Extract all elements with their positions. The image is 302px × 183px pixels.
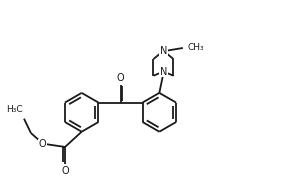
Text: H₃C: H₃C bbox=[6, 105, 23, 114]
Text: O: O bbox=[39, 139, 46, 149]
Text: O: O bbox=[61, 166, 69, 176]
Text: CH₃: CH₃ bbox=[188, 44, 204, 53]
Text: N: N bbox=[160, 67, 167, 76]
Text: O: O bbox=[117, 73, 124, 83]
Text: N: N bbox=[160, 46, 167, 56]
